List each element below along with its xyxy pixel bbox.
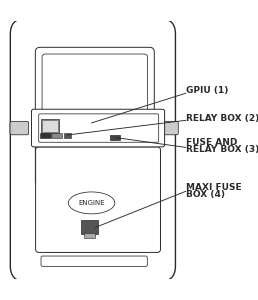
Text: GPIU (1): GPIU (1) <box>186 86 228 95</box>
Bar <box>110 135 120 140</box>
FancyBboxPatch shape <box>160 122 178 135</box>
Bar <box>64 133 71 138</box>
Text: RELAY BOX (2): RELAY BOX (2) <box>186 114 258 123</box>
FancyBboxPatch shape <box>39 114 159 142</box>
FancyBboxPatch shape <box>31 109 165 147</box>
FancyBboxPatch shape <box>35 47 154 186</box>
FancyBboxPatch shape <box>10 122 29 135</box>
FancyBboxPatch shape <box>42 54 148 174</box>
FancyBboxPatch shape <box>10 18 175 282</box>
Bar <box>41 119 59 133</box>
Ellipse shape <box>68 192 115 214</box>
Bar <box>40 133 51 138</box>
Text: FUSE AND: FUSE AND <box>186 138 237 147</box>
Bar <box>52 133 62 138</box>
FancyBboxPatch shape <box>36 147 160 252</box>
Bar <box>81 220 98 234</box>
FancyBboxPatch shape <box>41 256 147 266</box>
Text: RELAY BOX (3): RELAY BOX (3) <box>186 145 258 154</box>
Text: BOX (4): BOX (4) <box>186 190 225 199</box>
Text: MAXI FUSE: MAXI FUSE <box>186 183 241 192</box>
Text: ENGINE: ENGINE <box>78 200 105 206</box>
Bar <box>84 232 95 238</box>
Bar <box>42 120 58 132</box>
